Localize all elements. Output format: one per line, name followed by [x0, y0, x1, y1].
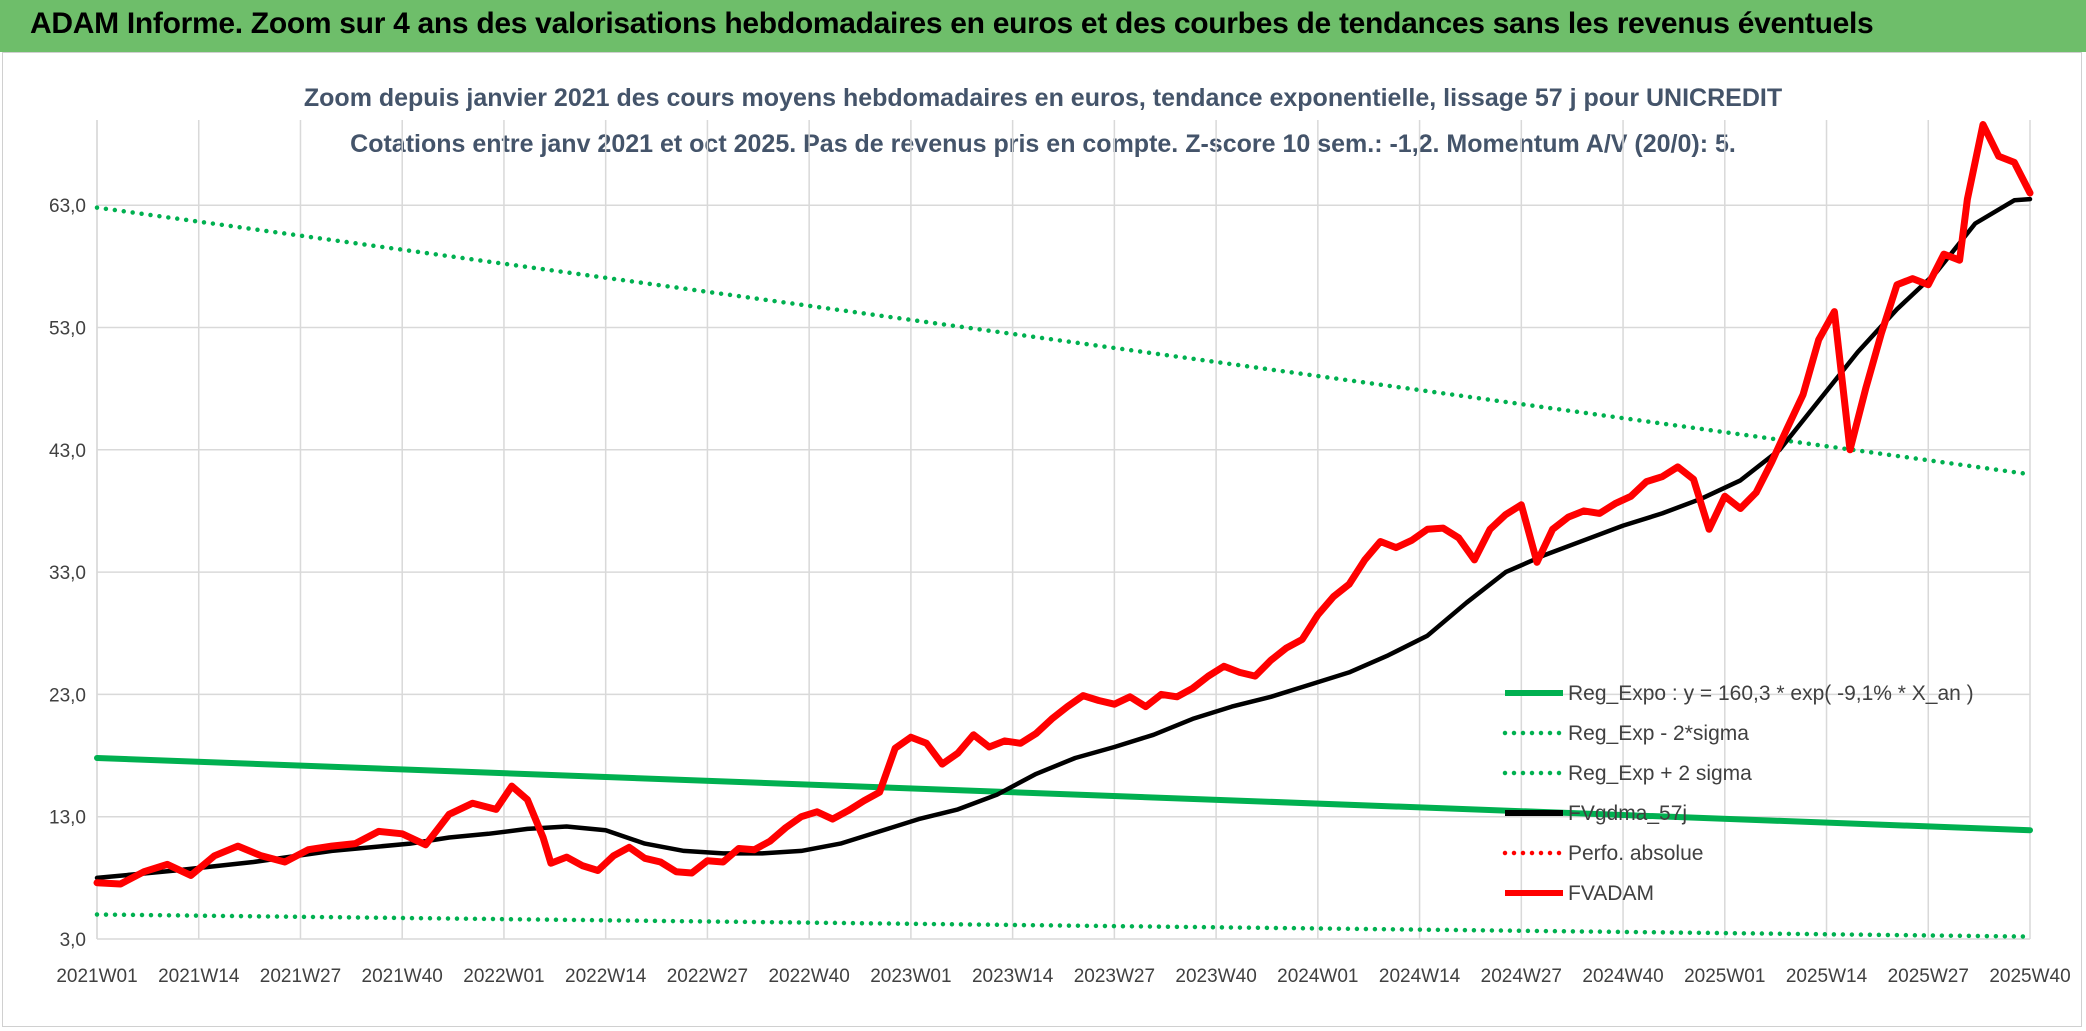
legend-label: Perfo. absolue — [1568, 842, 1703, 865]
grid — [96, 120, 2031, 940]
y-tick-label: 23,0 — [49, 685, 86, 706]
x-tick-label: 2022W01 — [463, 966, 544, 987]
x-tick-label: 2025W01 — [1684, 966, 1765, 987]
x-tick-label: 2024W40 — [1582, 966, 1663, 987]
legend-label: FVADAM — [1568, 882, 1654, 905]
x-tick-label: 2025W40 — [1989, 966, 2070, 987]
y-tick-label: 53,0 — [49, 319, 86, 340]
x-tick-label: 2024W27 — [1481, 966, 1562, 987]
y-tick-label: 3,0 — [60, 930, 86, 951]
x-tick-label: 2021W27 — [260, 966, 341, 987]
legend-label: Reg_Expo : y = 160,3 * exp( -9,1% * X_an… — [1568, 682, 1974, 705]
series-line-1 — [94, 912, 2033, 939]
x-tick-label: 2022W27 — [667, 966, 748, 987]
x-tick-label: 2023W01 — [870, 966, 951, 987]
x-tick-label: 2025W27 — [1888, 966, 1969, 987]
y-axis: 3,0 13,0 23,0 33,0 43,0 53,0 63,0 — [49, 196, 86, 951]
report-banner: ADAM Informe. Zoom sur 4 ans des valoris… — [0, 0, 2086, 52]
x-tick-label: 2022W40 — [768, 966, 849, 987]
y-tick-label: 63,0 — [49, 196, 86, 217]
x-tick-label: 2024W14 — [1379, 966, 1461, 987]
x-axis: 2021W01 2021W14 2021W27 2021W40 2022W01 2022W… — [56, 966, 2070, 987]
chart-frame — [2, 52, 2082, 1027]
x-tick-label: 2021W14 — [158, 966, 240, 987]
x-tick-label: 2023W14 — [972, 966, 1054, 987]
x-tick-label: 2021W01 — [56, 966, 137, 987]
report-title: ADAM Informe. Zoom sur 4 ans des valoris… — [30, 7, 1874, 40]
x-tick-label: 2023W27 — [1074, 966, 1155, 987]
chart-title-line1: Zoom depuis janvier 2021 des cours moyen… — [304, 84, 1782, 112]
y-tick-label: 33,0 — [49, 563, 86, 584]
y-tick-label: 13,0 — [49, 808, 86, 829]
series-line-5 — [93, 121, 2034, 888]
series-line-0 — [94, 755, 2033, 834]
chart-title-line2: Cotations entre janv 2021 et oct 2025. P… — [350, 130, 1736, 158]
series-lines — [93, 121, 2034, 939]
series-line-2 — [94, 205, 2033, 477]
x-tick-label: 2023W40 — [1175, 966, 1256, 987]
legend-label: FVgdma_57j — [1568, 802, 1687, 825]
y-tick-label: 43,0 — [49, 441, 86, 462]
x-tick-label: 2024W01 — [1277, 966, 1358, 987]
x-tick-label: 2025W14 — [1786, 966, 1868, 987]
series-line-3 — [94, 196, 2033, 881]
legend: Reg_Expo : y = 160,3 * exp( -9,1% * X_an… — [1502, 682, 1974, 905]
legend-label: Reg_Exp + 2 sigma — [1568, 762, 1752, 785]
legend-label: Reg_Exp - 2*sigma — [1568, 722, 1749, 745]
x-tick-label: 2021W40 — [362, 966, 443, 987]
x-tick-label: 2022W14 — [565, 966, 647, 987]
